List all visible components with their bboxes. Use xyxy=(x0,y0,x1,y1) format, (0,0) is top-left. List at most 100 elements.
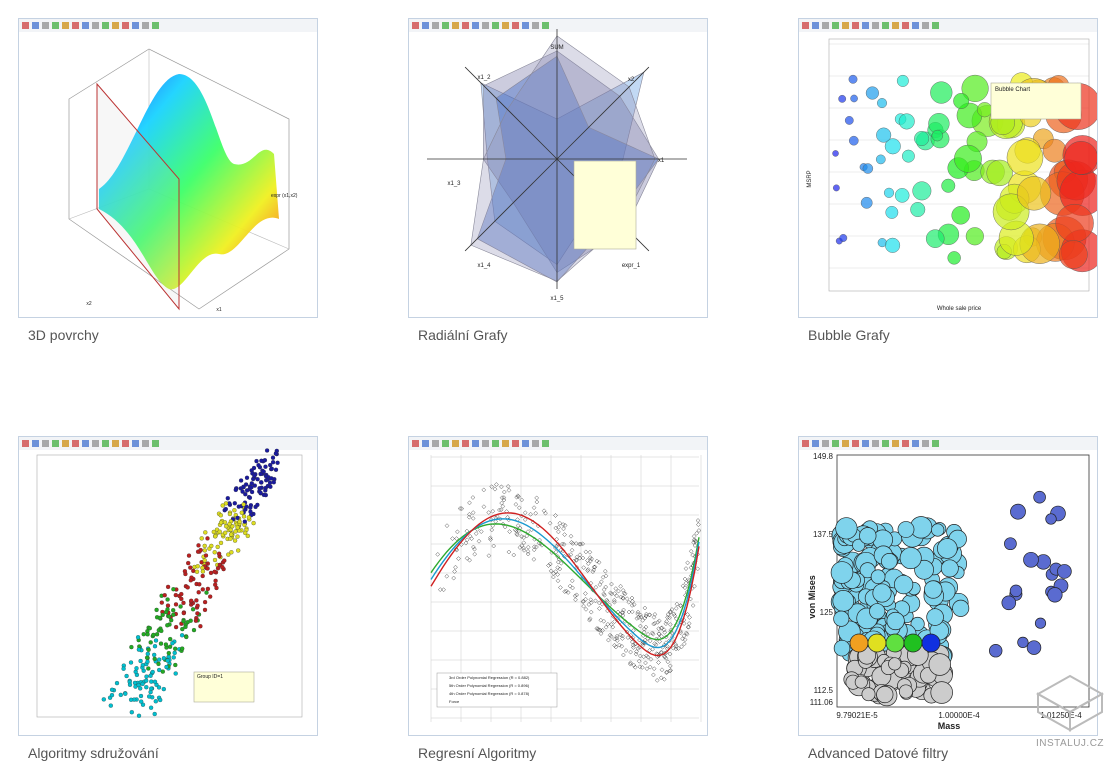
point xyxy=(668,609,673,614)
point xyxy=(236,548,241,553)
thumbnail[interactable]: expr (x1,x2) x2 x1 xyxy=(18,18,318,318)
point xyxy=(926,608,944,626)
point xyxy=(220,564,225,570)
point xyxy=(619,610,625,615)
toolbar-icon xyxy=(532,22,539,29)
point xyxy=(872,583,892,603)
bubble xyxy=(930,81,953,104)
point xyxy=(108,703,113,708)
point xyxy=(154,632,160,637)
caption[interactable]: Bubble Grafy xyxy=(808,327,890,343)
caption[interactable]: Regresní Algoritmy xyxy=(418,745,537,761)
point xyxy=(583,597,588,602)
point xyxy=(525,551,531,557)
point xyxy=(691,540,696,545)
thumbnail[interactable]: 3rd Order Polynomial Regression (R = 0.8… xyxy=(408,436,708,736)
point xyxy=(138,658,143,664)
point xyxy=(261,492,267,498)
toolbar-icon xyxy=(872,440,879,447)
point xyxy=(222,558,227,563)
point xyxy=(620,636,625,641)
point xyxy=(519,534,524,539)
bubble xyxy=(875,154,886,165)
thumbnail[interactable]: Group ID=1 xyxy=(18,436,318,736)
point xyxy=(464,537,470,543)
point xyxy=(208,570,214,576)
point xyxy=(671,611,677,617)
point xyxy=(132,680,138,686)
point xyxy=(931,523,945,537)
caption[interactable]: Radiální Grafy xyxy=(418,327,508,343)
toolbar-icon xyxy=(822,22,829,29)
toolbar-icon xyxy=(32,440,39,447)
point xyxy=(628,649,633,655)
toolbar-icon xyxy=(442,440,449,447)
point xyxy=(528,512,533,517)
point xyxy=(501,495,507,500)
point xyxy=(263,464,268,469)
bubble xyxy=(884,138,901,155)
point xyxy=(662,654,668,660)
point xyxy=(476,538,482,544)
point xyxy=(1023,551,1039,568)
point xyxy=(541,508,547,514)
point xyxy=(656,660,661,665)
point xyxy=(614,633,620,639)
point xyxy=(647,664,653,670)
point xyxy=(511,552,517,558)
chart-label: expr_1 xyxy=(622,263,641,269)
point xyxy=(643,624,649,630)
point xyxy=(627,622,632,628)
thumbnail[interactable]: von Mises Mass 149.8 137.5 125 112.5 111.06 9.7… xyxy=(798,436,1098,736)
point xyxy=(200,565,205,571)
point xyxy=(580,599,586,604)
point xyxy=(1010,503,1026,520)
point xyxy=(168,636,173,642)
point xyxy=(631,662,637,668)
caption[interactable]: 3D povrchy xyxy=(28,327,99,343)
toolbar-icon xyxy=(422,22,429,29)
point xyxy=(202,607,208,613)
point xyxy=(614,593,619,599)
toolbar-icon xyxy=(832,22,839,29)
bubble xyxy=(947,251,961,265)
toolbar-icon xyxy=(912,22,919,29)
toolbar-icon xyxy=(432,440,439,447)
point xyxy=(601,587,607,592)
point xyxy=(255,502,260,508)
point xyxy=(241,502,246,507)
point xyxy=(678,603,683,608)
bubble xyxy=(883,187,895,198)
chart-preview: Group ID=1 xyxy=(19,437,317,718)
point xyxy=(202,558,207,563)
caption[interactable]: Advanced Datové filtry xyxy=(808,745,949,761)
point xyxy=(139,699,144,704)
point xyxy=(238,478,244,483)
point xyxy=(587,555,593,560)
toolbar-icon xyxy=(152,440,159,447)
point xyxy=(608,634,614,639)
toolbar-icon xyxy=(462,22,469,29)
point xyxy=(605,599,610,604)
point xyxy=(232,508,237,513)
point xyxy=(244,475,250,480)
thumbnail[interactable]: SUM x2 x1 x1_2 x1_3 x1_4 x1_5 expr_1 xyxy=(408,18,708,318)
point xyxy=(640,639,646,645)
point xyxy=(128,697,134,702)
point xyxy=(488,535,493,541)
point xyxy=(268,462,273,468)
point xyxy=(614,635,620,641)
point xyxy=(163,642,169,647)
point xyxy=(665,644,670,649)
caption[interactable]: Algoritmy sdružování xyxy=(28,745,159,761)
point xyxy=(255,477,260,482)
toolbar-icon xyxy=(452,440,459,447)
point xyxy=(517,505,522,511)
point xyxy=(952,599,970,617)
thumbnail[interactable]: Bubble Chart MSRP Whole sale price xyxy=(798,18,1098,318)
point xyxy=(581,603,586,609)
point xyxy=(457,506,463,511)
chart-label: 1.00000E-4 xyxy=(938,711,980,720)
point xyxy=(197,582,202,587)
point xyxy=(682,585,688,590)
